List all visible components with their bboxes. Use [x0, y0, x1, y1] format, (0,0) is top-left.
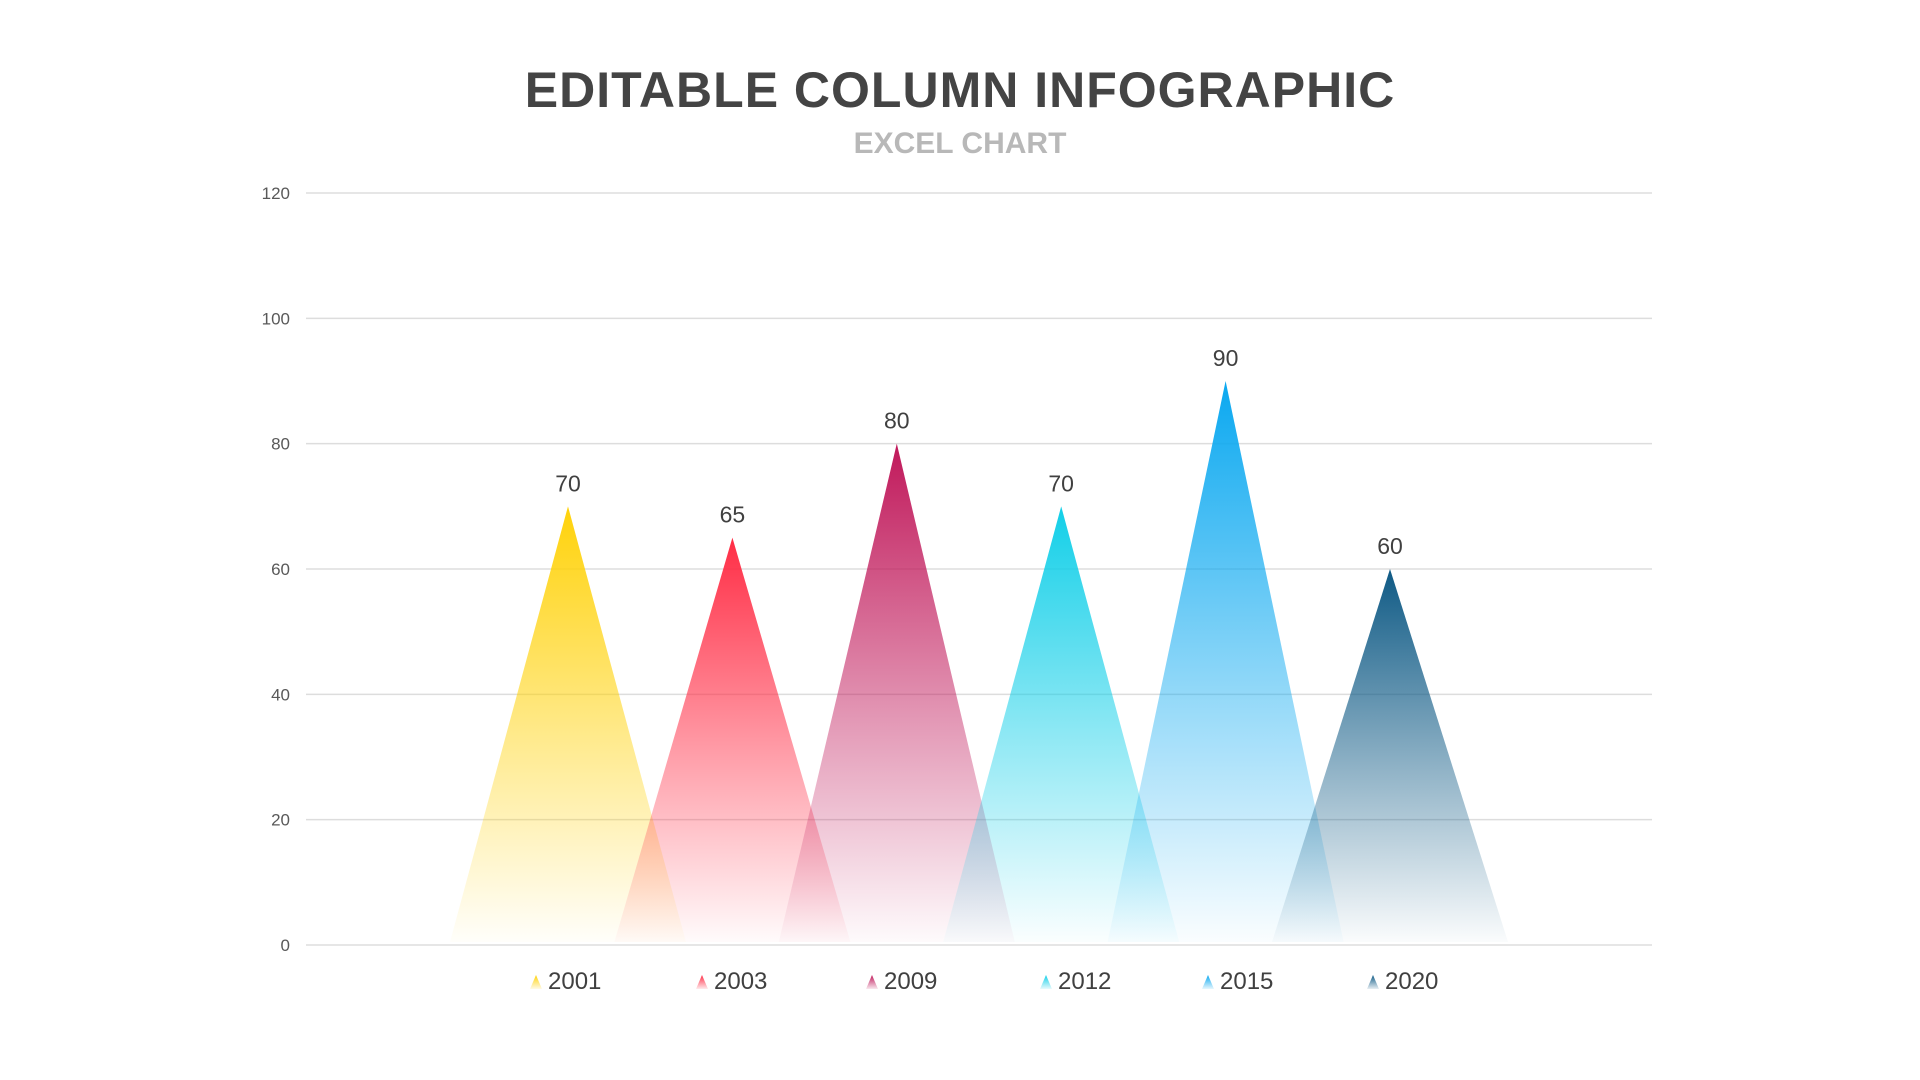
legend-label: 2020 — [1385, 968, 1439, 995]
legend-item-2003: 2003 — [696, 966, 767, 998]
chart-legend: 2001 2003 2009 20 — [0, 966, 1920, 998]
triangle-columns — [450, 381, 1508, 942]
triangle-column-2012 — [943, 506, 1180, 942]
data-label-2012: 70 — [1048, 470, 1074, 496]
triangle-column-2020 — [1272, 569, 1508, 942]
data-label-2015: 90 — [1213, 345, 1239, 371]
y-tick-label: 100 — [262, 309, 290, 328]
y-tick-label: 60 — [271, 560, 290, 579]
legend-label: 2015 — [1220, 968, 1274, 995]
triangle-icon — [1040, 975, 1052, 989]
y-tick-label: 0 — [281, 936, 290, 955]
triangle-column-2003 — [614, 537, 851, 942]
y-tick-label: 40 — [271, 685, 290, 704]
triangle-icon — [1202, 975, 1214, 989]
y-tick-label: 80 — [271, 435, 290, 454]
triangle-icon — [866, 975, 878, 989]
legend-item-2015: 2015 — [1202, 966, 1273, 998]
legend-item-2001: 2001 — [530, 966, 601, 998]
data-label-2020: 60 — [1377, 533, 1403, 559]
triangle-column-2001 — [450, 506, 686, 942]
chart-subtitle: EXCEL CHART — [853, 127, 1067, 160]
legend-label: 2003 — [714, 968, 768, 995]
legend-label: 2012 — [1058, 968, 1112, 995]
chart-title: EDITABLE COLUMN INFOGRAPHIC — [524, 62, 1396, 118]
legend-item-2020: 2020 — [1367, 966, 1438, 998]
data-label-2009: 80 — [884, 408, 910, 434]
legend-item-2009: 2009 — [866, 966, 937, 998]
y-tick-label: 20 — [271, 811, 290, 830]
legend-label: 2001 — [548, 968, 602, 995]
triangle-column-2015 — [1107, 381, 1344, 942]
data-labels: 70 65 80 70 90 60 — [555, 345, 1403, 559]
data-label-2001: 70 — [555, 470, 581, 496]
y-tick-label: 120 — [262, 184, 290, 203]
y-axis-ticks: 0 20 40 60 80 100 120 — [262, 184, 290, 955]
legend-label: 2009 — [884, 968, 938, 995]
triangle-icon — [530, 975, 542, 989]
triangle-icon — [1367, 975, 1379, 989]
triangle-icon — [696, 975, 708, 989]
data-label-2003: 65 — [720, 502, 746, 528]
legend-item-2012: 2012 — [1040, 966, 1111, 998]
triangle-column-2009 — [778, 443, 1015, 942]
